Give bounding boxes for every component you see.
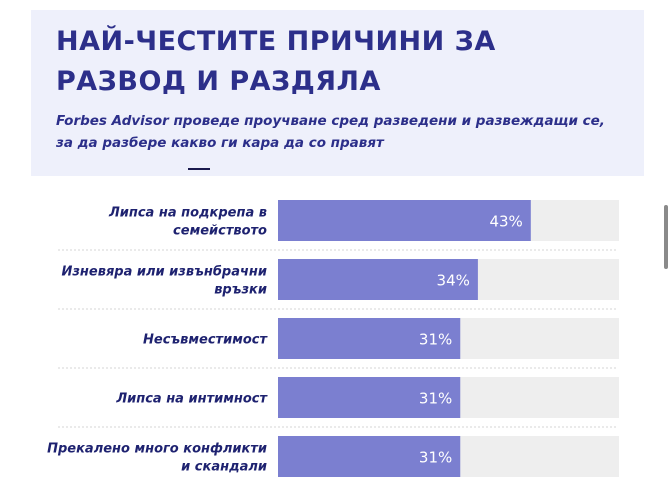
category-label: Изневяра или извънбрачни bbox=[62, 265, 268, 280]
category-label: Липса на интимност bbox=[115, 392, 268, 407]
bar bbox=[278, 436, 461, 477]
category-label: Несъвместимост bbox=[143, 333, 268, 348]
category-label: Прекалено много конфликти bbox=[47, 442, 267, 457]
title-line-2: РАЗВОД И РАЗДЯЛА bbox=[56, 66, 381, 97]
bar-value-label: 34% bbox=[437, 272, 470, 290]
bar-value-label: 31% bbox=[419, 390, 452, 408]
bar-value-label: 43% bbox=[489, 213, 522, 231]
scrollbar[interactable] bbox=[664, 205, 668, 269]
decorative-dash bbox=[188, 168, 210, 170]
category-label: семейството bbox=[173, 224, 267, 239]
bar bbox=[278, 259, 478, 300]
title-line-1: НАЙ-ЧЕСТИТЕ ПРИЧИНИ ЗА bbox=[56, 26, 496, 57]
bar-value-label: 31% bbox=[419, 331, 452, 349]
bar bbox=[278, 200, 531, 241]
header-panel bbox=[31, 10, 644, 176]
category-label: Липса на подкрепа в bbox=[108, 206, 267, 221]
category-label: и скандали bbox=[181, 460, 267, 475]
bar-value-label: 31% bbox=[419, 449, 452, 467]
category-label: връзки bbox=[214, 283, 267, 298]
subtitle-line-1: Forbes Advisor проведе проучване сред ра… bbox=[56, 113, 605, 129]
bar bbox=[278, 318, 461, 359]
page-subtitle: Forbes Advisor проведе проучване сред ра… bbox=[56, 110, 636, 154]
page-title: НАЙ-ЧЕСТИТЕ ПРИЧИНИ ЗА РАЗВОД И РАЗДЯЛА bbox=[56, 22, 616, 102]
bar bbox=[278, 377, 461, 418]
subtitle-line-2: за да разбере какво ги кара да со правят bbox=[56, 135, 384, 151]
